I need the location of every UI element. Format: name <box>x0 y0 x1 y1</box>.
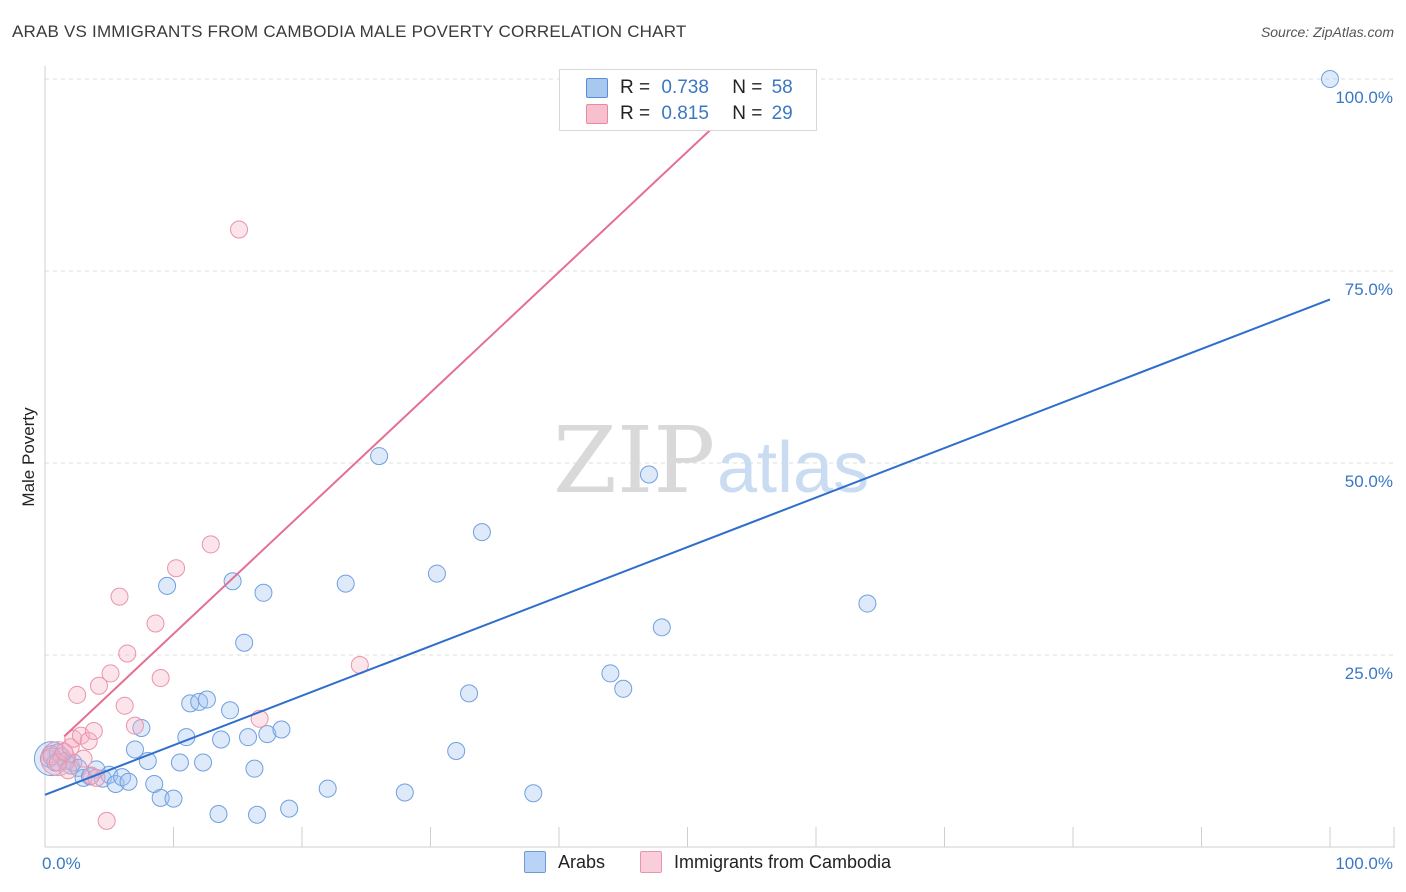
legend-r-label: R = <box>620 77 651 98</box>
legend-row-arabs: R = 0.738 N = 58 <box>586 76 793 100</box>
legend-swatch-arabs <box>586 78 608 98</box>
data-point <box>447 742 466 760</box>
data-point <box>74 749 93 768</box>
data-point <box>167 559 186 578</box>
data-point <box>84 722 103 741</box>
data-point <box>318 779 337 798</box>
legend-r-label: R = <box>620 103 651 124</box>
data-point <box>245 759 264 778</box>
data-point <box>272 720 291 739</box>
data-point <box>146 614 165 633</box>
y-tick-label: 100.0% <box>1335 88 1393 107</box>
data-point <box>48 753 67 772</box>
watermark-zip: ZIP <box>553 407 715 514</box>
data-point <box>336 574 355 593</box>
data-point <box>248 805 267 824</box>
data-point <box>235 633 254 652</box>
bottom-legend-label-cambodia: Immigrants from Cambodia <box>674 851 892 872</box>
data-point <box>221 701 240 720</box>
data-point <box>614 679 633 698</box>
x-tick-label: 0.0% <box>42 854 81 873</box>
data-point <box>68 685 87 704</box>
data-point <box>395 783 414 802</box>
data-point <box>151 669 170 688</box>
data-point <box>170 753 189 772</box>
data-point <box>89 676 108 695</box>
data-point <box>101 664 120 683</box>
data-point <box>239 728 258 747</box>
data-point <box>194 753 213 772</box>
tick-labels: 25.0% 50.0% 75.0% 100.0% 0.0% 100.0% <box>42 88 1393 873</box>
data-point <box>113 768 132 787</box>
data-point <box>524 784 543 803</box>
data-point <box>1321 70 1339 88</box>
bottom-legend-swatch-arabs <box>524 851 546 873</box>
x-tick-label: 100.0% <box>1335 854 1393 873</box>
y-tick-label: 75.0% <box>1345 280 1393 299</box>
data-point <box>601 664 620 683</box>
y-axis-label: Male Poverty <box>19 407 38 507</box>
data-point <box>55 742 74 761</box>
bottom-legend-cambodia[interactable]: Immigrants from Cambodia <box>640 851 891 873</box>
legend-n-value-arabs: 58 <box>771 77 793 98</box>
data-point <box>370 447 389 466</box>
source-label: Source: ZipAtlas.com <box>1260 24 1394 40</box>
trend-line-1 <box>63 78 766 738</box>
watermark-atlas: atlas <box>717 428 869 508</box>
gridlines <box>45 78 1395 656</box>
data-point <box>59 761 78 780</box>
data-point <box>212 730 231 749</box>
data-point <box>197 690 216 709</box>
data-point <box>858 594 877 613</box>
data-point <box>209 804 228 823</box>
data-point <box>201 535 220 554</box>
bottom-legend-label-arabs: Arabs <box>558 851 606 872</box>
data-point <box>125 740 144 759</box>
legend-r-value-arabs: 0.738 <box>661 77 709 98</box>
legend-n-value-cambodia: 29 <box>771 103 793 124</box>
chart-title: ARAB VS IMMIGRANTS FROM CAMBODIA MALE PO… <box>12 22 687 41</box>
data-point <box>119 772 138 791</box>
data-point <box>472 523 491 542</box>
data-point <box>639 465 658 484</box>
bottom-legend-swatch-cambodia <box>640 851 662 873</box>
bottom-legend: Arabs Immigrants from Cambodia <box>0 851 1406 877</box>
legend-swatch-cambodia <box>586 104 608 124</box>
data-point <box>652 618 671 637</box>
data-point <box>164 789 183 808</box>
legend-r-value-cambodia: 0.815 <box>661 103 709 124</box>
y-tick-label: 25.0% <box>1345 664 1393 683</box>
legend-row-cambodia: R = 0.815 N = 29 <box>586 102 793 126</box>
data-point <box>118 644 137 663</box>
data-point <box>460 684 479 703</box>
data-point <box>280 799 299 818</box>
data-point <box>223 572 242 591</box>
legend-box: R = 0.738 N = 58 R = 0.815 N = 29 <box>559 69 817 131</box>
data-point <box>258 725 277 744</box>
data-point <box>79 732 98 751</box>
data-point <box>110 587 129 606</box>
data-point <box>151 788 170 807</box>
data-point <box>254 583 273 602</box>
data-point <box>115 696 134 715</box>
data-point <box>427 564 446 583</box>
data-point <box>158 576 177 595</box>
axes <box>44 66 1395 848</box>
legend-n-label: N = <box>732 103 763 124</box>
legend-n-label: N = <box>732 77 763 98</box>
trend-lines <box>44 78 1331 796</box>
trend-line-0 <box>44 298 1331 796</box>
y-tick-label: 50.0% <box>1345 472 1393 491</box>
bottom-legend-arabs[interactable]: Arabs <box>524 851 605 873</box>
data-point <box>125 716 144 735</box>
data-point <box>230 220 249 239</box>
data-point <box>181 694 200 713</box>
watermark: ZIP atlas <box>553 407 869 514</box>
data-point <box>97 811 116 830</box>
